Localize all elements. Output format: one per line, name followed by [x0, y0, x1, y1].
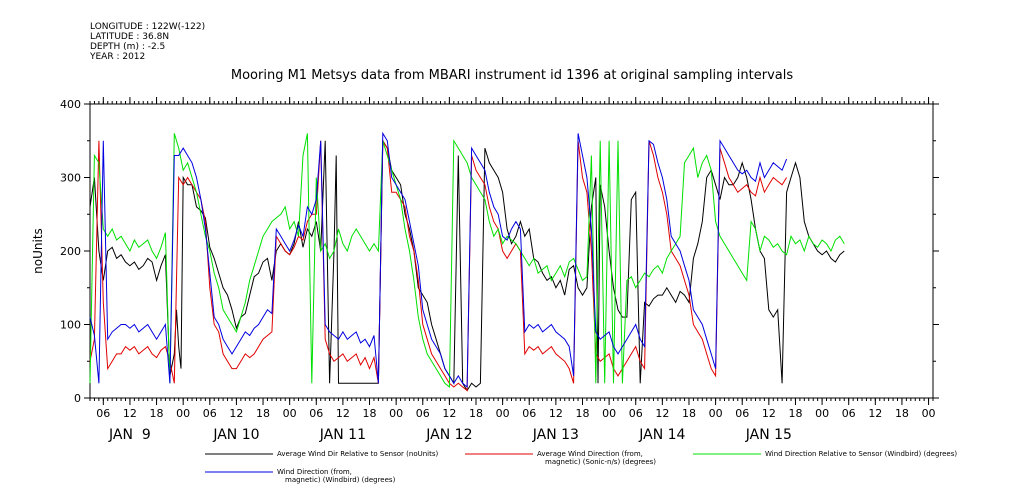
- y-tick-label: 200: [60, 245, 81, 258]
- x-tick-label: 00: [709, 407, 723, 420]
- x-tick-label: 12: [655, 407, 669, 420]
- longitude-text: LONGITUDE : 122W(-122): [90, 22, 206, 32]
- legend-label: Wind Direction Relative to Sensor (Windb…: [765, 450, 957, 458]
- latitude-text: LATITUDE : 36.8N: [90, 32, 170, 42]
- y-axis: 0 100 200 300 400: [60, 98, 939, 405]
- day-label: JAN 9: [108, 427, 151, 443]
- series-line-wind-direction-relative-to-sensor-windbi: [89, 133, 845, 389]
- x-tick-label: 18: [682, 407, 696, 420]
- y-tick-label: 100: [60, 319, 81, 332]
- x-tick-label: 00: [602, 407, 616, 420]
- day-label: JAN 10: [212, 427, 259, 443]
- x-tick-label: 12: [762, 407, 776, 420]
- x-tick-label: 18: [256, 407, 270, 420]
- depth-text: DEPTH (m) : -2.5: [90, 42, 166, 52]
- x-tick-label: 18: [575, 407, 589, 420]
- legend: Average Wind Dir Relative to Sensor (noU…: [205, 450, 957, 484]
- x-tick-label: 00: [496, 407, 510, 420]
- legend-label: Wind Direction (from, magnetic) (Windbird…: [277, 468, 396, 484]
- x-tick-label: 00: [176, 407, 190, 420]
- x-tick-label: 18: [469, 407, 483, 420]
- x-tick-label: 18: [788, 407, 802, 420]
- x-tick-label: 12: [336, 407, 350, 420]
- day-label: JAN 11: [319, 427, 366, 443]
- series-line-average-wind-dir-relative-to-sensor-noun: [89, 139, 845, 392]
- day-label: JAN 13: [532, 427, 579, 443]
- y-tick-label: 0: [74, 392, 81, 405]
- series-line-average-wind-direction-from-magnetic-son: [89, 139, 788, 392]
- legend-label: Average Wind Direction (from, magnetic) (…: [537, 450, 656, 466]
- series-line-wind-direction-from-magnetic-windbird-de: [89, 131, 788, 389]
- year-text: YEAR : 2012: [90, 52, 146, 62]
- x-tick-label: 00: [815, 407, 829, 420]
- metadata-block: LONGITUDE : 122W(-122) LATITUDE : 36.8N …: [90, 22, 205, 62]
- day-label: JAN 14: [638, 427, 685, 443]
- x-tick-label: 00: [922, 407, 936, 420]
- x-tick-label: 06: [629, 407, 643, 420]
- legend-label: Average Wind Dir Relative to Sensor (noU…: [277, 450, 438, 458]
- x-tick-label: 12: [549, 407, 563, 420]
- x-tick-label: 06: [309, 407, 323, 420]
- x-tick-label: 18: [150, 407, 164, 420]
- x-tick-label: 12: [123, 407, 137, 420]
- day-label: JAN 15: [745, 427, 792, 443]
- x-tick-label: 06: [522, 407, 536, 420]
- series-layer: [89, 131, 845, 392]
- x-tick-label: 06: [416, 407, 430, 420]
- x-tick-label: 06: [735, 407, 749, 420]
- x-tick-label: 00: [389, 407, 403, 420]
- chart-title: Mooring M1 Metsys data from MBARI instru…: [231, 68, 793, 83]
- x-tick-label: 06: [96, 407, 110, 420]
- x-tick-label: 12: [442, 407, 456, 420]
- x-tick-label: 18: [895, 407, 909, 420]
- y-tick-label: 300: [60, 172, 81, 185]
- x-tick-label: 06: [203, 407, 217, 420]
- x-tick-label: 12: [229, 407, 243, 420]
- x-tick-label: 00: [283, 407, 297, 420]
- x-axis: 06 12 18 00 06 12 18 00 06 12 18 00 06 12 18 00 06 12 18 00…: [89, 97, 936, 443]
- y-tick-label: 400: [60, 98, 81, 111]
- x-tick-label: 18: [363, 407, 377, 420]
- day-label: JAN 12: [425, 427, 472, 443]
- x-tick-label: 06: [842, 407, 856, 420]
- y-axis-label: noUnits: [31, 228, 45, 274]
- x-tick-label: 12: [868, 407, 882, 420]
